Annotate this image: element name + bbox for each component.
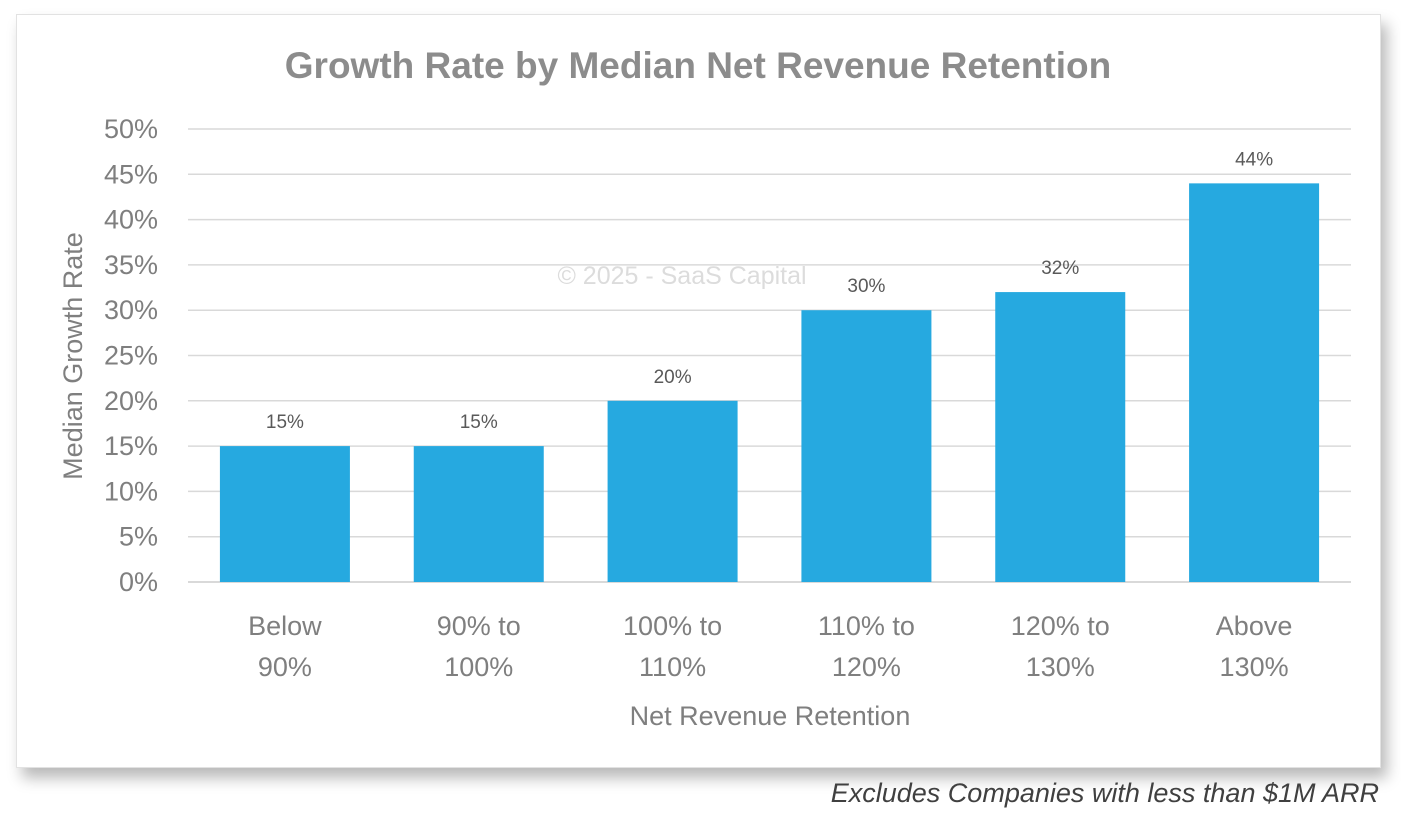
bar bbox=[801, 310, 932, 582]
y-tick-label: 30% bbox=[104, 295, 158, 325]
y-tick-label: 10% bbox=[104, 476, 158, 506]
x-tick-label: 100% bbox=[444, 652, 513, 682]
x-tick-label: 120% bbox=[832, 652, 901, 682]
x-tick-label: 120% to bbox=[1011, 611, 1110, 641]
x-tick-label: Above bbox=[1216, 611, 1293, 641]
bar bbox=[1189, 183, 1320, 583]
y-tick-label: 45% bbox=[104, 159, 158, 189]
bar bbox=[219, 446, 350, 582]
data-label: 20% bbox=[654, 367, 692, 388]
y-axis-label: Median Growth Rate bbox=[58, 232, 88, 480]
y-tick-label: 5% bbox=[119, 522, 158, 552]
x-tick-label: 130% bbox=[1220, 652, 1289, 682]
y-tick-label: 35% bbox=[104, 250, 158, 280]
bar bbox=[413, 446, 544, 582]
y-tick-label: 15% bbox=[104, 431, 158, 461]
x-axis-label: Net Revenue Retention bbox=[630, 701, 911, 731]
x-tick-label: Below bbox=[248, 611, 322, 641]
x-tick-label: 130% bbox=[1026, 652, 1095, 682]
data-label: 15% bbox=[266, 412, 304, 433]
y-tick-label: 25% bbox=[104, 341, 158, 371]
y-tick-label: 40% bbox=[104, 205, 158, 235]
y-tick-label: 20% bbox=[104, 386, 158, 416]
x-tick-label: 90% to bbox=[437, 611, 521, 641]
bar bbox=[995, 292, 1126, 582]
y-tick-label: 0% bbox=[119, 567, 158, 597]
bar bbox=[607, 400, 738, 582]
chart-card bbox=[16, 14, 1381, 768]
y-tick-label: 50% bbox=[104, 114, 158, 144]
x-tick-label: 110% bbox=[639, 652, 706, 682]
x-tick-label: 110% to bbox=[818, 611, 915, 641]
footnote: Excludes Companies with less than $1M AR… bbox=[830, 778, 1379, 808]
data-label: 32% bbox=[1041, 258, 1079, 279]
data-label: 15% bbox=[460, 412, 498, 433]
chart-title: Growth Rate by Median Net Revenue Retent… bbox=[285, 45, 1111, 86]
x-tick-label: 100% to bbox=[623, 611, 722, 641]
watermark: © 2025 - SaaS Capital bbox=[557, 262, 806, 290]
x-tick-label: 90% bbox=[258, 652, 312, 682]
data-label: 44% bbox=[1235, 149, 1273, 170]
data-label: 30% bbox=[847, 276, 885, 297]
